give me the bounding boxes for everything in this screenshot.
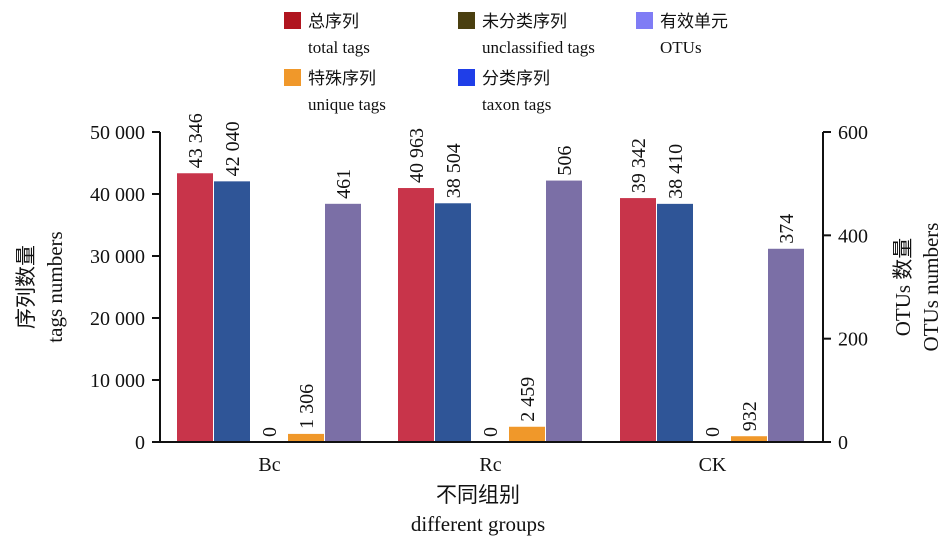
- bar-Bc-taxon-tags: [214, 181, 250, 443]
- x-axis-title-zh: 不同组别: [436, 483, 520, 507]
- legend-label-zh-OTUs: 有效单元: [660, 12, 728, 31]
- legend-label-en-OTUs: OTUs: [660, 38, 702, 57]
- legend-swatch-OTUs: [636, 12, 653, 29]
- right-tick-label: 0: [838, 432, 848, 454]
- data-label-CK-unique-tags: 932: [739, 401, 761, 431]
- data-label-Bc-total-tags: 43 346: [185, 113, 207, 168]
- data-label-Rc-total-tags: 40 963: [406, 128, 428, 183]
- left-tick-label: 0: [135, 432, 145, 454]
- legend-swatch-unique-tags: [284, 69, 301, 86]
- legend-label-en-unclassified-tags: unclassified tags: [482, 38, 595, 57]
- data-label-Bc-taxon-tags: 42 040: [222, 121, 244, 176]
- left-tick-label: 30 000: [90, 246, 145, 268]
- left-tick-label: 20 000: [90, 308, 145, 330]
- legend-label-zh-unclassified-tags: 未分类序列: [482, 12, 567, 31]
- left-tick-label: 10 000: [90, 370, 145, 392]
- data-label-Bc-unique-tags: 1 306: [296, 384, 318, 429]
- x-category-label: CK: [699, 454, 727, 476]
- left-tick-label: 50 000: [90, 122, 145, 144]
- left-y-axis-title-en: tags numbers: [43, 231, 67, 342]
- bar-Rc-total-tags: [398, 188, 434, 442]
- x-categories: Bc Rc CK: [258, 454, 727, 476]
- bar-Bc-OTUs: [325, 203, 361, 442]
- left-tick-label: 40 000: [90, 184, 145, 206]
- right-y-ticks: 0 200 400 600: [823, 122, 868, 454]
- right-tick-label: 400: [838, 225, 868, 247]
- bar-CK-taxon-tags: [657, 203, 693, 442]
- axes: [159, 132, 824, 443]
- legend-label-zh-total-tags: 总序列: [308, 12, 359, 31]
- left-y-axis-title-zh: 序列数量: [14, 245, 38, 329]
- legend-label-en-unique-tags: unique tags: [308, 95, 386, 114]
- data-labels: 43 346 42 040 0 1 306 461 40 963 38 504 0 2 459 5…: [185, 113, 798, 437]
- legend-label-zh-taxon-tags: 分类序列: [482, 69, 550, 88]
- legend-swatch-unclassified-tags: [458, 12, 475, 29]
- bar-Bc-unique-tags: [288, 433, 324, 442]
- bar-Rc-taxon-tags: [435, 203, 471, 442]
- data-label-CK-taxon-tags: 38 410: [665, 144, 687, 199]
- data-label-Bc-OTUs: 461: [333, 169, 355, 199]
- bar-CK-total-tags: [620, 198, 656, 442]
- legend-label-zh-unique-tags: 特殊序列: [308, 69, 376, 88]
- right-y-axis-title-en: OTUs numbers: [919, 223, 943, 352]
- bar-CK-unique-tags: [731, 436, 767, 442]
- bar-CK-OTUs: [768, 248, 804, 442]
- x-category-label: Rc: [479, 454, 501, 476]
- data-label-Rc-taxon-tags: 38 504: [443, 143, 465, 198]
- right-tick-label: 200: [838, 329, 868, 351]
- legend: 总序列 total tags 未分类序列 unclassified tags 有效单元 O…: [284, 12, 728, 114]
- bar-Rc-unique-tags: [509, 426, 545, 442]
- data-label-Rc-unclassified-tags: 0: [480, 427, 502, 437]
- x-axis-title-en: different groups: [411, 512, 545, 536]
- data-label-Rc-OTUs: 506: [554, 146, 576, 176]
- data-label-CK-OTUs: 374: [776, 214, 798, 244]
- right-y-axis-title-zh: OTUs 数量: [891, 238, 915, 337]
- data-label-CK-unclassified-tags: 0: [702, 427, 724, 437]
- data-label-Bc-unclassified-tags: 0: [259, 427, 281, 437]
- legend-label-en-total-tags: total tags: [308, 38, 370, 57]
- x-category-label: Bc: [258, 454, 280, 476]
- bar-Rc-OTUs: [546, 180, 582, 443]
- bar-Bc-total-tags: [177, 173, 213, 442]
- data-label-Rc-unique-tags: 2 459: [517, 377, 539, 422]
- bars: [177, 173, 804, 443]
- data-label-CK-total-tags: 39 342: [628, 138, 650, 193]
- legend-swatch-total-tags: [284, 12, 301, 29]
- left-y-ticks: 0 10 000 20 000 30 000 40 000 50 000: [90, 122, 160, 454]
- right-tick-label: 600: [838, 122, 868, 144]
- legend-swatch-taxon-tags: [458, 69, 475, 86]
- legend-label-en-taxon-tags: taxon tags: [482, 95, 551, 114]
